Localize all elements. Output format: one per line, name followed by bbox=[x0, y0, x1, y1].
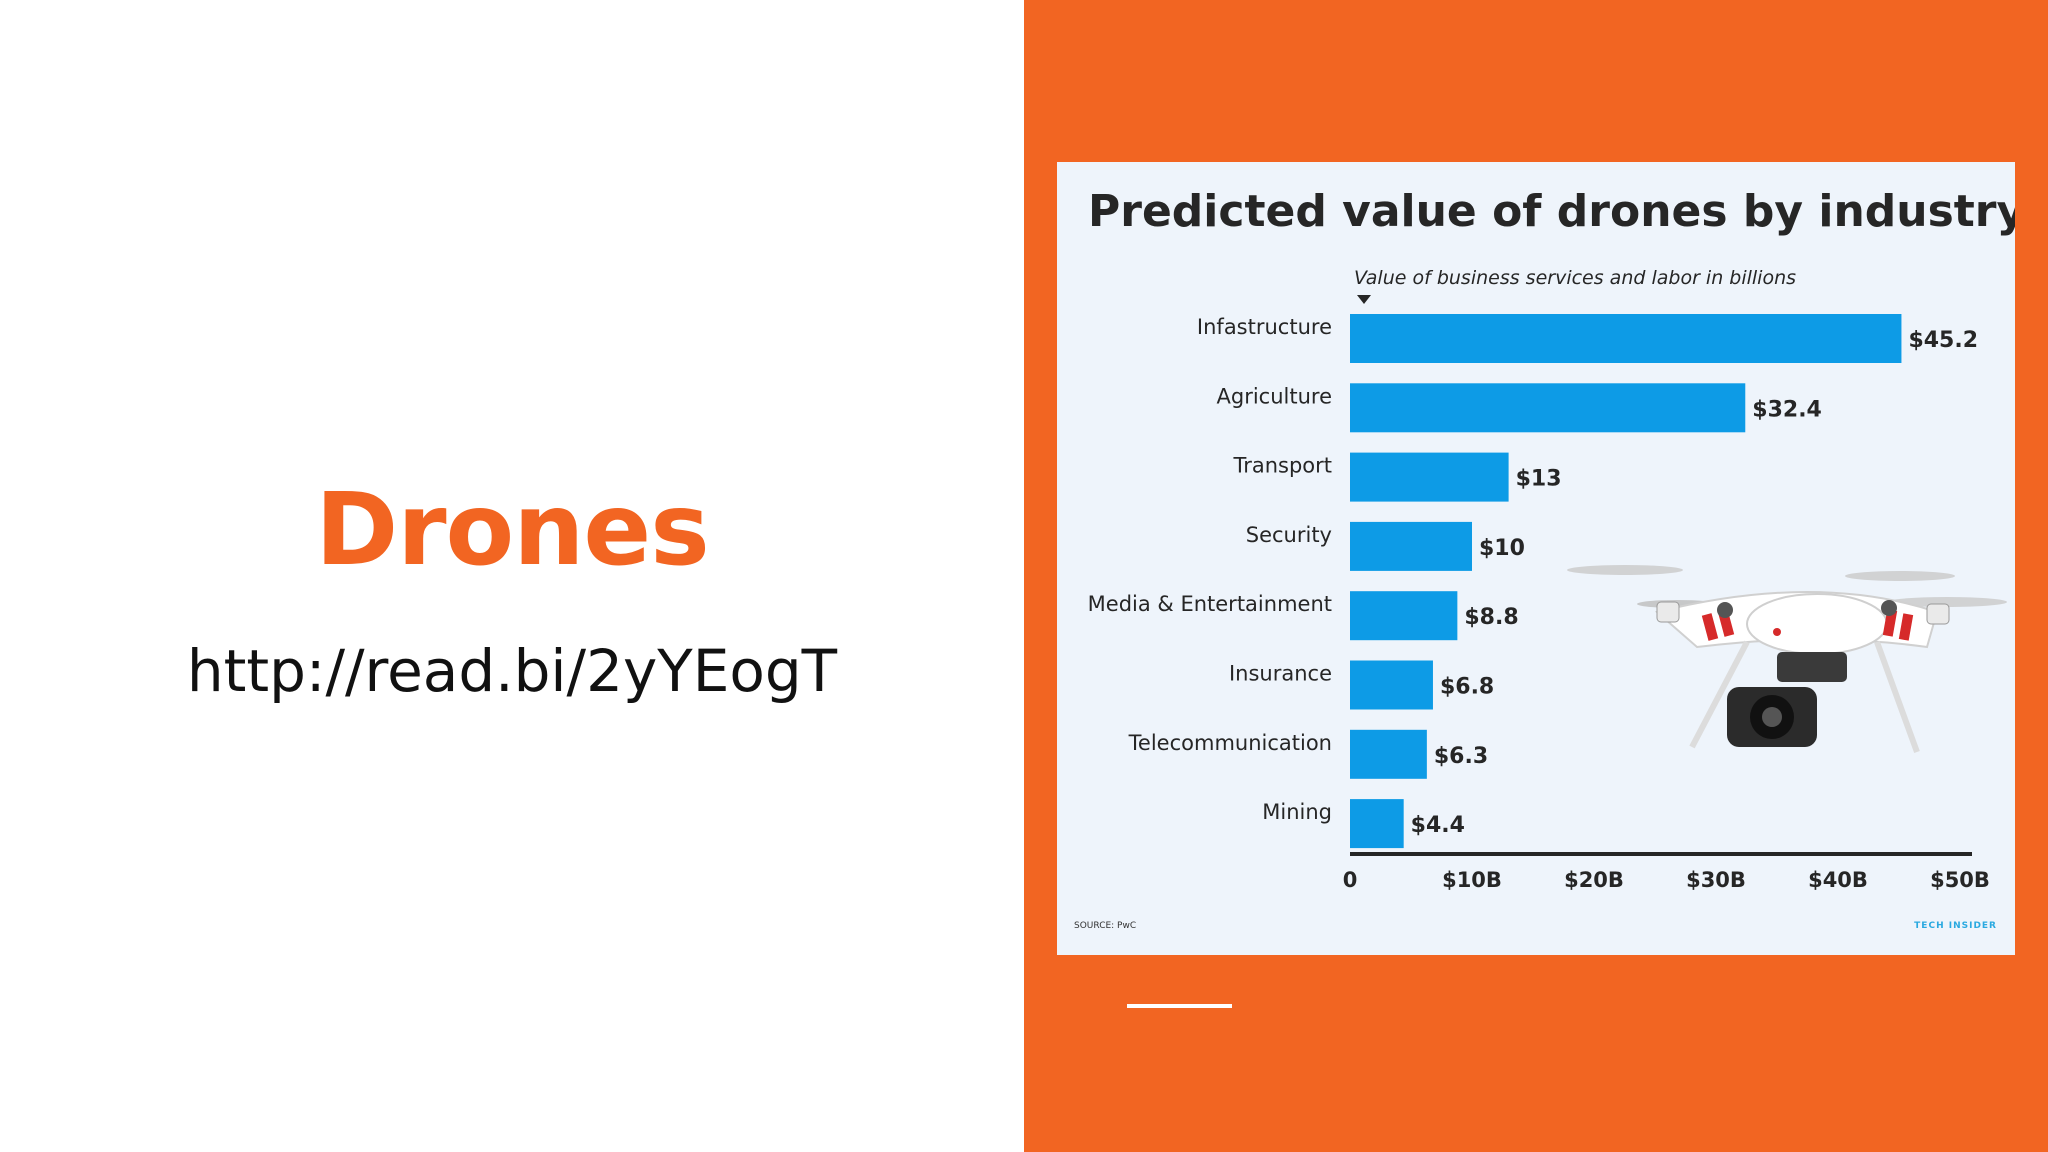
bar bbox=[1350, 660, 1433, 710]
bars-group: Infastructure $45.2 Agriculture $32.4 Transp… bbox=[1088, 314, 1978, 849]
chart-svg: Predicted value of drones by industry Va… bbox=[1074, 186, 2015, 931]
x-tick-label: $30B bbox=[1686, 868, 1746, 892]
category-label: Agriculture bbox=[1217, 384, 1333, 408]
bar bbox=[1350, 729, 1427, 779]
slide-title: Drones bbox=[315, 471, 710, 588]
x-axis: 0 $10B $20B $30B $40B $50B bbox=[1343, 852, 1990, 892]
category-label: Infastructure bbox=[1197, 315, 1332, 339]
x-tick-label: $40B bbox=[1808, 868, 1868, 892]
category-label: Transport bbox=[1232, 454, 1332, 478]
value-label: $6.3 bbox=[1434, 744, 1488, 769]
x-tick-label: $20B bbox=[1564, 868, 1624, 892]
value-label: $10 bbox=[1479, 536, 1525, 561]
value-label: $6.8 bbox=[1440, 675, 1494, 700]
drone-icon bbox=[1567, 565, 2007, 754]
value-label: $4.4 bbox=[1411, 813, 1465, 838]
title-panel: Drones http://read.bi/2yYEogT bbox=[186, 471, 838, 705]
category-label: Mining bbox=[1262, 800, 1332, 824]
bar bbox=[1350, 452, 1509, 502]
x-tick-label: $50B bbox=[1930, 868, 1990, 892]
value-label: $45.2 bbox=[1908, 328, 1978, 353]
bar bbox=[1350, 383, 1746, 433]
chart-subtitle: Value of business services and labor in … bbox=[1354, 267, 1796, 289]
source-note: SOURCE: PwC bbox=[1074, 921, 1136, 931]
chart-title: Predicted value of drones by industry bbox=[1088, 186, 2015, 237]
category-label: Telecommunication bbox=[1128, 731, 1332, 755]
value-label: $13 bbox=[1516, 467, 1562, 492]
x-tick-label: 0 bbox=[1343, 868, 1358, 892]
category-label: Media & Entertainment bbox=[1088, 592, 1332, 616]
slide-link[interactable]: http://read.bi/2yYEogT bbox=[186, 637, 838, 705]
bar bbox=[1350, 591, 1458, 641]
chart-card: Predicted value of drones by industry Va… bbox=[1057, 162, 2015, 955]
accent-divider bbox=[1127, 1004, 1232, 1008]
bar bbox=[1350, 314, 1902, 363]
brand-logo: TECH INSIDER bbox=[1914, 921, 1997, 931]
subtitle-pointer-icon bbox=[1357, 295, 1371, 304]
value-label: $32.4 bbox=[1752, 397, 1822, 422]
bar bbox=[1350, 521, 1472, 571]
value-label: $8.8 bbox=[1464, 605, 1518, 630]
category-label: Insurance bbox=[1229, 662, 1332, 686]
x-tick-label: $10B bbox=[1442, 868, 1502, 892]
category-label: Security bbox=[1246, 523, 1332, 547]
bar bbox=[1350, 799, 1404, 849]
